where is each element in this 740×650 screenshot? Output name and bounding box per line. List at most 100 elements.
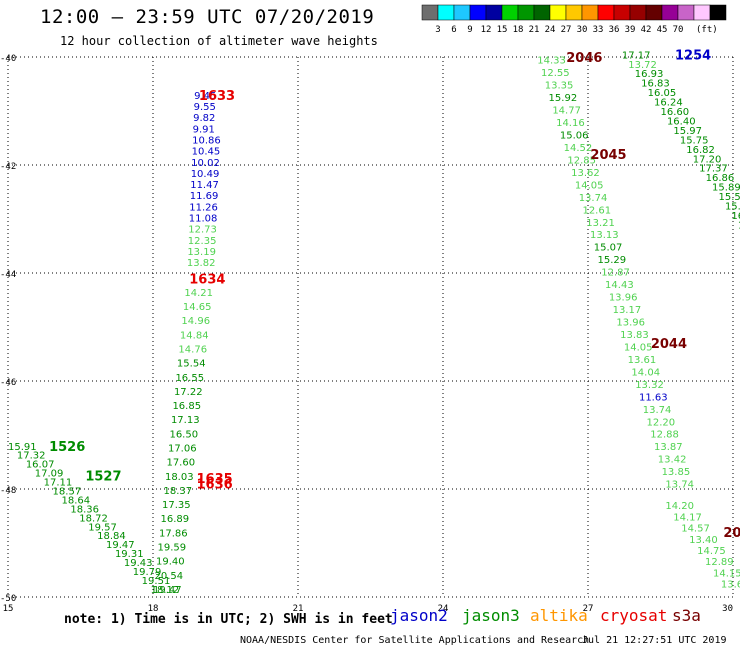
x-tick-label: 21 [293,604,304,614]
swh-value: 12.87 [601,268,630,279]
swh-value: 19.59 [157,542,186,553]
swh-value: 13.67 [721,580,740,591]
swh-value: 13.74 [643,405,672,416]
colorbar-swatch [645,4,663,21]
colorbar-swatch [517,4,535,21]
swh-value: 14.16 [556,118,585,129]
colorbar-label: 70 [673,25,684,35]
swh-value: 16.17 [731,211,740,222]
swh-value: 20.54 [154,571,183,582]
swh-value: 15.89 [712,183,740,194]
colorbar-swatch [549,4,567,21]
colorbar-label: 3 [435,25,440,35]
swh-value: 12.20 [646,417,675,428]
swh-value: 13.96 [616,318,645,329]
swh-value: 14.05 [624,342,653,353]
pass-time-label: 2045 [590,148,626,163]
swh-value: 16.60 [661,107,690,118]
swh-value: 11.47 [190,180,219,191]
colorbar-swatch [501,4,519,21]
swh-value: 17.17 [622,50,651,61]
swh-value: 13.74 [579,193,608,204]
swh-value: 16.55 [175,373,204,384]
swh-value: 15.07 [594,243,623,254]
pass-time-label: 1526 [49,440,85,455]
colorbar-swatch [613,4,631,21]
swh-value: 9.91 [193,124,215,135]
swh-value: 19.40 [156,557,185,568]
swh-value: 14.96 [181,316,210,327]
swh-value: 19.51 [142,576,171,587]
swh-value: 17.86 [159,528,188,539]
x-tick-label: 24 [438,604,449,614]
swh-value: 12.85 [567,155,596,166]
colorbar-swatch [709,4,727,21]
swh-value: 14.75 [697,546,726,557]
map-title: 12:00 – 23:59 UTC 07/20/2019 [40,6,375,28]
colorbar-label: 39 [625,25,636,35]
pass-time-label: 1634 [189,272,225,287]
swh-value: 12.73 [188,225,217,236]
swh-value: 19.43 [124,558,153,569]
swh-value: 12.61 [582,205,611,216]
colorbar-unit: (ft) [696,25,718,35]
swh-value: 16.82 [686,145,715,156]
swh-value: 14.17 [673,512,702,523]
swh-value: 12.88 [650,430,679,441]
swh-value: 18.64 [61,495,90,506]
legend-cryosat: cryosat [600,606,668,625]
colorbar-swatch [453,4,471,21]
swh-value: 13.17 [613,305,642,316]
colorbar-label: 45 [657,25,668,35]
swh-value: 14.84 [180,330,209,341]
swh-value: 13.35 [545,81,574,92]
swh-value: 18.84 [97,531,126,542]
colorbar-label: 36 [609,25,620,35]
swh-value: 15.29 [598,255,627,266]
colorbar-label: 6 [451,25,456,35]
pass-time-label: 1254 [675,48,711,63]
swh-value: 13.32 [635,380,664,391]
footer-credit: NOAA/NESDIS Center for Satellite Applica… [240,635,590,646]
jason3-track: 15.9117.3216.0717.0917.1118.5718.6418.36… [8,442,179,596]
swh-value: 16.50 [169,429,198,440]
y-tick-label: -42 [0,162,16,172]
colorbar-swatch [437,4,455,21]
swh-value: 16.40 [667,116,696,127]
swh-value: 19.47 [153,585,182,596]
jason2-track: 17.1713.7216.9316.8316.0516.2416.6016.40… [622,50,740,231]
swh-value: 13.83 [620,330,649,341]
x-tick-label: 15 [3,604,14,614]
swh-value: 13.74 [665,480,694,491]
swh-value: 18.03 [165,472,194,483]
swh-value: 17.60 [166,458,195,469]
swh-value: 16.83 [641,79,670,90]
legend-s3a: s3a [672,606,701,625]
y-tick-label: -46 [0,378,16,388]
swh-value: 15.06 [560,131,589,142]
swh-value: 13.96 [609,293,638,304]
swh-value: 13.19 [187,247,216,258]
swh-value: 16.86 [706,173,735,184]
swh-value: 11.69 [190,191,219,202]
colorbar-swatch [533,4,551,21]
swh-value: 13.13 [590,230,619,241]
legend-jason3: jason3 [462,606,520,625]
grid-lines [7,56,734,598]
pass-time-label: 1527 [85,470,121,485]
colorbar-label: 42 [641,25,652,35]
swh-value: 17.32 [17,451,46,462]
swh-value: 9.55 [194,102,216,113]
swh-value: 15.61 [738,220,740,231]
colorbar-label: 9 [467,25,472,35]
swh-value: 14.33 [537,56,566,67]
swh-value: 17.22 [174,387,203,398]
y-tick-label: -50 [0,594,16,604]
swh-value: 18.37 [163,486,192,497]
swh-value: 10.02 [191,158,220,169]
pass-time-label: 2044 [651,337,687,352]
swh-value: 13.87 [654,442,683,453]
